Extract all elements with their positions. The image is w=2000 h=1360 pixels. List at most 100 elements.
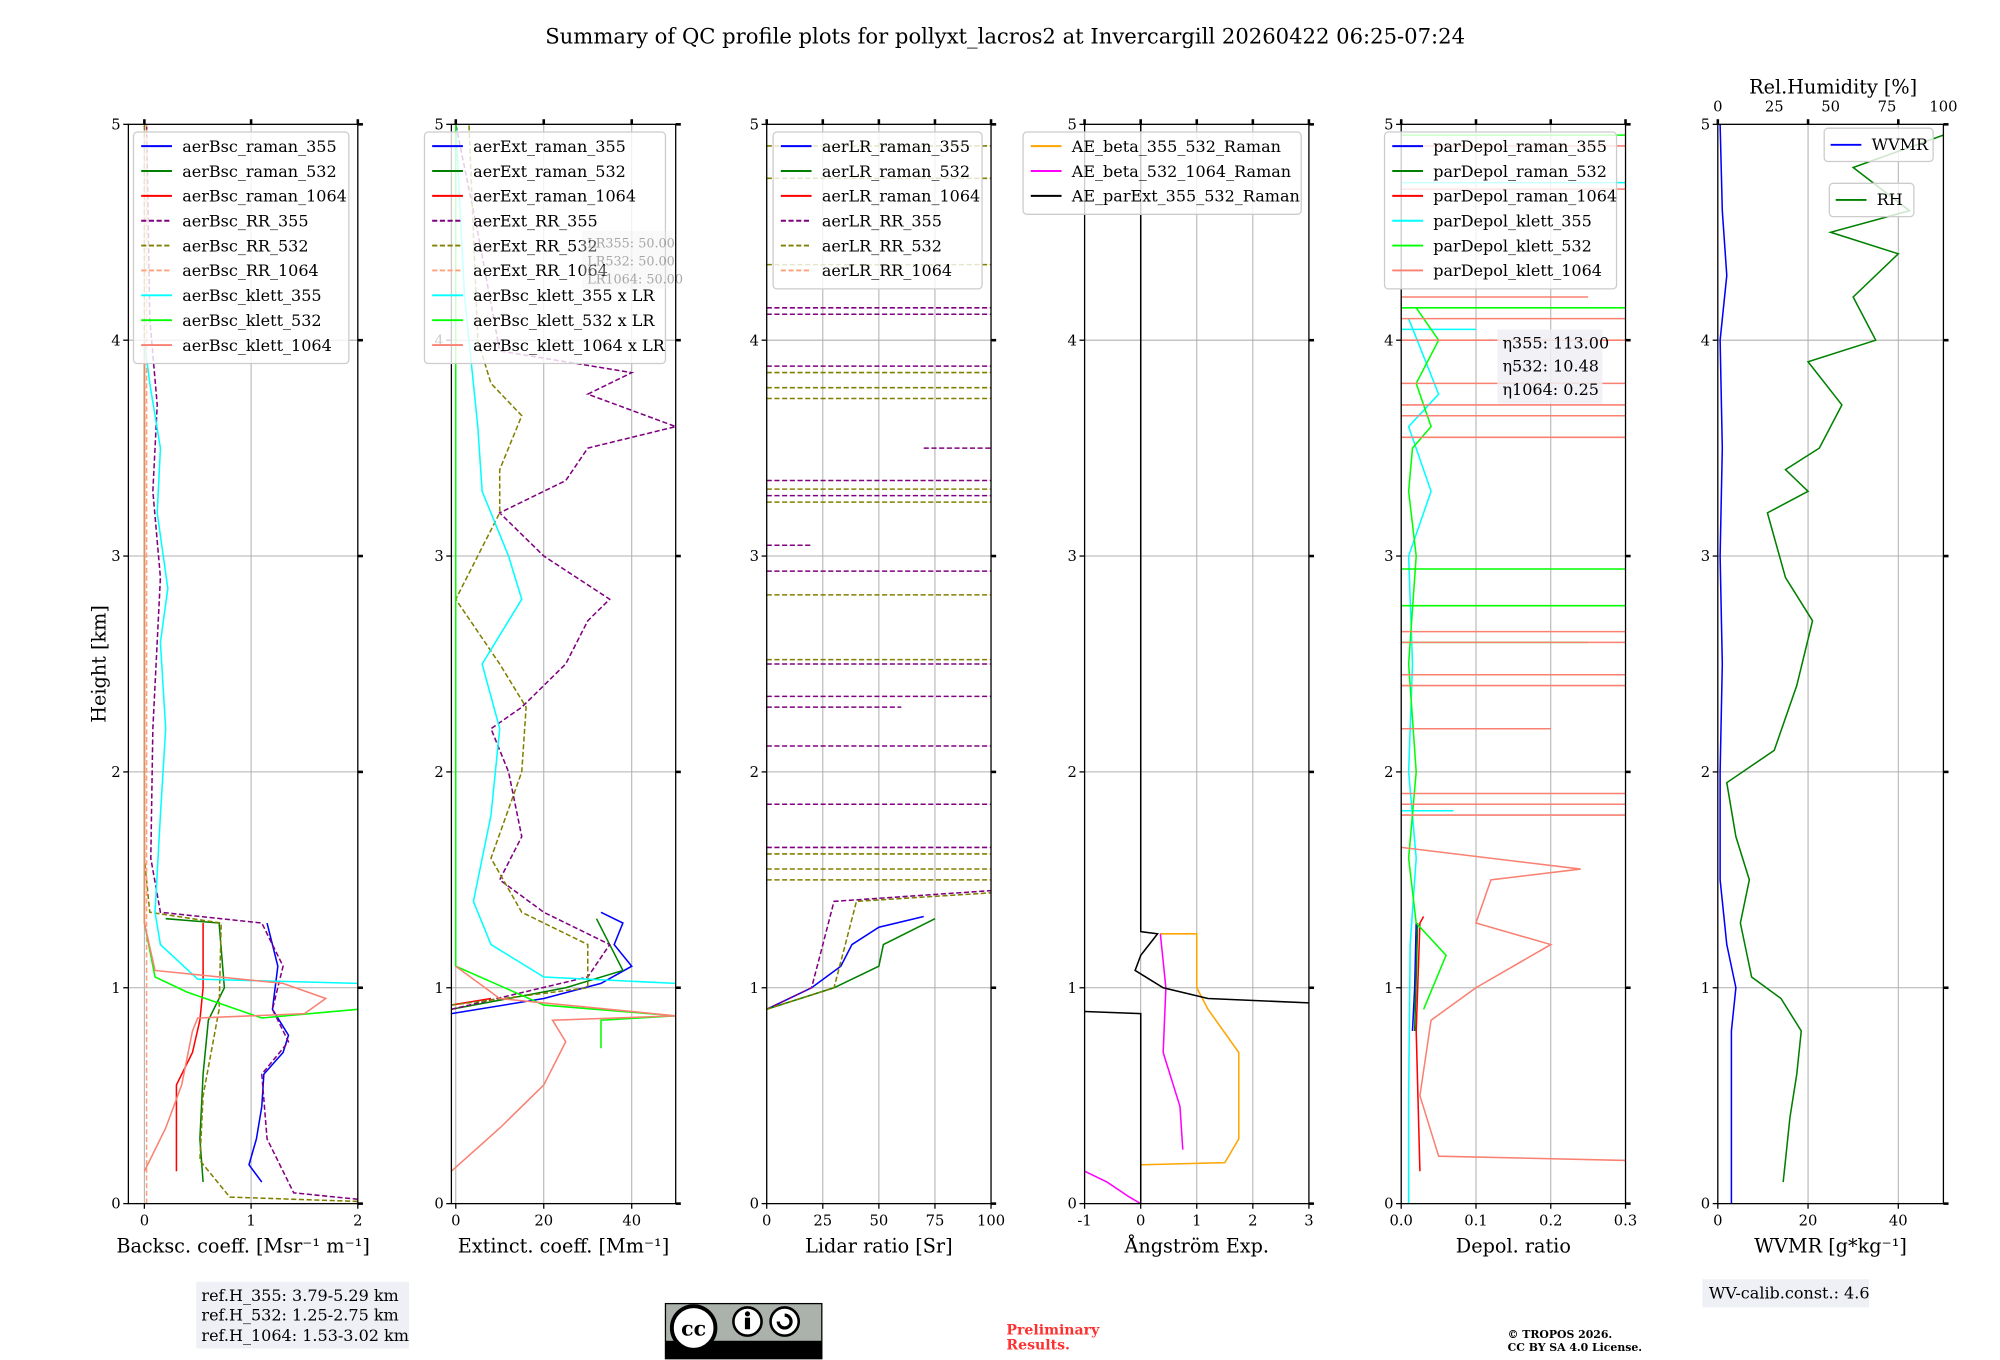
axes-frame bbox=[450, 123, 677, 1205]
x-tick-label: 40 bbox=[1889, 1212, 1908, 1229]
series-aerLR-raman-532 bbox=[766, 917, 936, 1011]
y-tick-label: 3 bbox=[1701, 548, 1710, 565]
figure-title: Summary of QC profile plots for pollyxt_… bbox=[545, 24, 1465, 49]
cc-sa-text: SA bbox=[777, 1344, 794, 1358]
x-axis-label: Extinct. coeff. [Mm⁻¹] bbox=[458, 1234, 669, 1257]
legend: AE_beta_355_532_Raman AE_beta_532_1064_Ra… bbox=[1022, 131, 1302, 215]
lr-1064: LR1064: 50.00 bbox=[587, 272, 683, 287]
legend: aerBsc_raman_355 aerBsc_raman_532 aerBsc_r… bbox=[132, 131, 350, 365]
x-tick-label: 20 bbox=[534, 1212, 553, 1229]
lr-532: LR532: 50.00 bbox=[587, 254, 675, 269]
legend-label: aerBsc_raman_532 bbox=[182, 162, 336, 181]
preliminary-label-1: Preliminary bbox=[1006, 1322, 1100, 1338]
y-tick-label: 0 bbox=[1068, 1196, 1077, 1213]
legend-label: aerLR_RR_1064 bbox=[822, 261, 952, 280]
series-aerExt-RR-532 bbox=[451, 124, 589, 1006]
legend: RH bbox=[1828, 182, 1915, 218]
x-tick-label: 3 bbox=[1304, 1212, 1313, 1229]
y-tick-label: 1 bbox=[750, 980, 759, 997]
x-tick-label: 0 bbox=[140, 1212, 149, 1229]
axes-frame bbox=[1400, 123, 1627, 1205]
x-tick-label: 0.0 bbox=[1389, 1212, 1412, 1229]
x-tick-label: 75 bbox=[926, 1212, 945, 1229]
y-tick-label: 0 bbox=[1384, 1196, 1393, 1213]
y-tick-label: 1 bbox=[1701, 980, 1710, 997]
legend-label: parDepol_raman_532 bbox=[1433, 162, 1607, 181]
series-AE-beta-355-532-Raman bbox=[1140, 933, 1240, 1166]
panel-5: 0 1 2 3 4 5 0.0 0.1 0.2 0.3 Depol. ratio parDepol_r… bbox=[1383, 116, 1637, 1257]
legend-label: aerBsc_raman_1064 bbox=[182, 187, 347, 206]
top-x-tick-label: 0 bbox=[1713, 99, 1722, 116]
legend: parDepol_raman_355 parDepol_raman_532 parD… bbox=[1383, 131, 1618, 290]
legend-label: aerExt_raman_1064 bbox=[473, 187, 636, 206]
y-tick-label: 5 bbox=[1701, 116, 1710, 133]
y-tick-label: 4 bbox=[111, 332, 120, 349]
x-tick-label: 0 bbox=[451, 1212, 460, 1229]
y-tick-label: 4 bbox=[1384, 332, 1393, 349]
series-parDepol-raman-1064 bbox=[1415, 916, 1425, 1172]
eta-1064: η1064: 0.25 bbox=[1502, 380, 1599, 399]
series-aerBsc-RR-355 bbox=[145, 124, 358, 1201]
wv-calibration-constant: WV-calib.const.: 4.6 bbox=[1709, 1283, 1870, 1302]
legend-label: parDepol_raman_1064 bbox=[1433, 187, 1617, 206]
top-x-tick-label: 75 bbox=[1878, 99, 1897, 116]
top-x-tick-label: 25 bbox=[1765, 99, 1784, 116]
legend-label: aerBsc_klett_1064 x LR bbox=[473, 336, 665, 355]
x-tick-label: 0 bbox=[1713, 1212, 1722, 1229]
legend-label: aerBsc_RR_532 bbox=[182, 236, 308, 255]
legend-label: aerLR_RR_532 bbox=[822, 236, 942, 255]
lr-355: LR355: 50.00 bbox=[587, 236, 675, 251]
legend-label: aerExt_RR_532 bbox=[473, 236, 598, 255]
wv-calibration-box: WV-calib.const.: 4.6 bbox=[1702, 1279, 1870, 1308]
panel-1: 0 1 2 3 4 5 0 1 2 Backsc. coeff. [Msr⁻¹ m⁻¹] aerBs… bbox=[111, 116, 370, 1257]
legend-label: aerBsc_RR_1064 bbox=[182, 261, 319, 280]
legend-label: WVMR bbox=[1872, 135, 1929, 154]
lr-info-box: LR355: 50.00 LR532: 50.00 LR1064: 50.00 bbox=[582, 230, 683, 289]
y-tick-label: 0 bbox=[434, 1196, 443, 1213]
series-parDepol-raman-532 bbox=[1413, 923, 1419, 1031]
series-aerExt-raman-355 bbox=[451, 911, 633, 1015]
ref-height-355: ref.H_355: 3.79-5.29 km bbox=[201, 1286, 398, 1305]
top-x-tick-label: 100 bbox=[1929, 99, 1957, 116]
panel-2: 01234502040Extinct. coeff. [Mm⁻¹]aerExt_… bbox=[423, 116, 681, 1257]
cc-by-text: BY bbox=[740, 1344, 756, 1358]
y-tick-label: 1 bbox=[1384, 980, 1393, 997]
y-tick-label: 4 bbox=[1701, 332, 1710, 349]
reference-heights-box: ref.H_355: 3.79-5.29 km ref.H_532: 1.25-… bbox=[196, 1281, 410, 1349]
x-tick-label: 0 bbox=[762, 1212, 771, 1229]
y-tick-label: 2 bbox=[750, 764, 759, 781]
legend-label: aerLR_RR_355 bbox=[822, 211, 942, 230]
legend-label: aerBsc_klett_355 x LR bbox=[473, 286, 655, 305]
y-tick-label: 5 bbox=[111, 116, 120, 133]
axes-frame bbox=[127, 123, 359, 1205]
eta-532: η532: 10.48 bbox=[1502, 357, 1599, 376]
preliminary-label-2: Results. bbox=[1006, 1338, 1070, 1354]
legend-label: aerLR_raman_1064 bbox=[822, 187, 980, 206]
y-tick-label: 3 bbox=[1068, 548, 1077, 565]
legend-label: parDepol_klett_355 bbox=[1433, 211, 1592, 230]
x-tick-label: 40 bbox=[622, 1212, 641, 1229]
y-tick-label: 0 bbox=[750, 1196, 759, 1213]
x-tick-label: -1 bbox=[1077, 1212, 1091, 1229]
y-tick-label: 5 bbox=[434, 116, 443, 133]
legend-label: aerBsc_raman_355 bbox=[182, 137, 336, 156]
series-aerLR-raman-355 bbox=[766, 915, 924, 1010]
legend-label: aerExt_raman_355 bbox=[473, 137, 626, 156]
legend-label: aerLR_raman_532 bbox=[822, 162, 970, 181]
eta-info-box: η355: 113.00 η532: 10.48 η1064: 0.25 bbox=[1497, 329, 1609, 404]
x-tick-label: 2 bbox=[1248, 1212, 1257, 1229]
x-tick-label: 1 bbox=[246, 1212, 255, 1229]
series-aerLR-RR-355 bbox=[766, 889, 992, 1010]
y-tick-label: 4 bbox=[750, 332, 759, 349]
legend-label: aerLR_raman_355 bbox=[822, 137, 970, 156]
x-axis-label: Lidar ratio [Sr] bbox=[805, 1234, 953, 1257]
legend-label: AE_beta_355_532_Raman bbox=[1071, 137, 1281, 156]
legend-label: aerExt_RR_1064 bbox=[473, 261, 608, 280]
y-tick-label: 2 bbox=[1068, 764, 1077, 781]
x-axis-label: Depol. ratio bbox=[1456, 1234, 1571, 1257]
y-tick-label: 5 bbox=[1068, 116, 1077, 133]
